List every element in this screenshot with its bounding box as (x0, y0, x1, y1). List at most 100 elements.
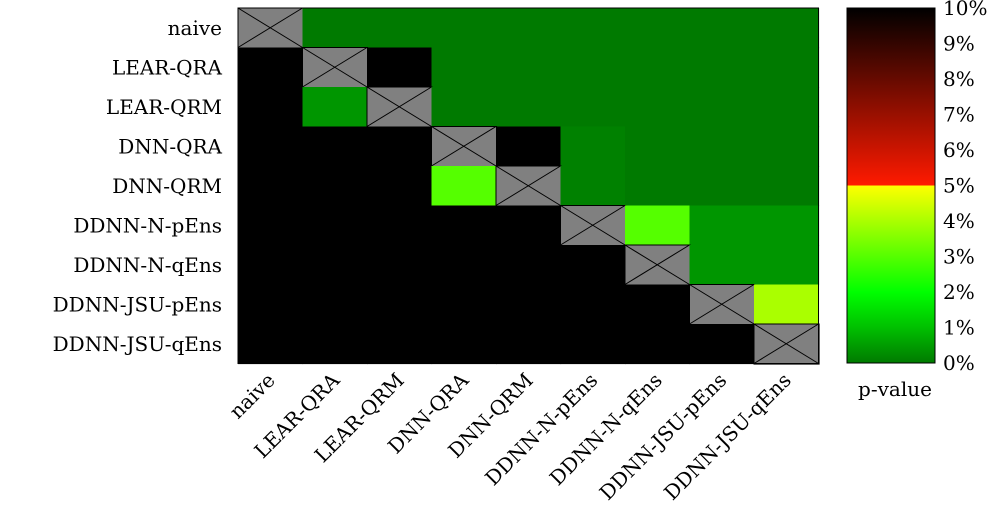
heatmap-cell (496, 126, 562, 167)
heatmap-cell (431, 47, 497, 88)
row-label: LEAR-QRA (112, 55, 223, 79)
row-labels: naive LEAR-QRA LEAR-QRM DNN-QRA DNN-QRM DDNN-… (53, 16, 223, 356)
heatmap-cell (238, 245, 304, 286)
colorbar-ticks: 0% 1% 2% 3% 4% 5% 6% 7% 8% 9% 10% (943, 0, 987, 375)
heatmap-cell (367, 126, 433, 167)
heatmap-cell (754, 245, 820, 286)
diagonal-cross-line (495, 165, 561, 206)
heatmap-cell (560, 324, 626, 365)
colorbar-tick-label: 1% (943, 316, 975, 340)
diagonal-cross-line (302, 47, 368, 88)
heatmap-cell (689, 126, 755, 167)
column-label: DDNN-N-qEns (545, 368, 667, 490)
heatmap-cell (238, 87, 304, 128)
heatmap-cell (625, 126, 691, 167)
heatmap-cell (689, 166, 755, 207)
heatmap-cell (560, 245, 626, 286)
heatmap-cell (754, 126, 820, 167)
heatmap-cell (302, 245, 368, 286)
colorbar-tick-label: 6% (943, 138, 975, 162)
heatmap-cell (431, 166, 497, 207)
colorbar-tick-label: 8% (943, 67, 975, 91)
row-label: DNN-QRA (118, 134, 222, 158)
heatmap-cells (237, 7, 820, 365)
heatmap-cell (560, 166, 626, 207)
heatmap-cell (367, 8, 433, 49)
heatmap-cell (431, 87, 497, 128)
heatmap-cell (625, 205, 691, 246)
heatmap-cell (560, 8, 626, 49)
diagonal-cross-line (366, 86, 432, 127)
heatmap-cell (238, 166, 304, 207)
heatmap-cell (367, 324, 433, 365)
heatmap-cell (496, 324, 562, 365)
heatmap-cell (302, 205, 368, 246)
row-label: LEAR-QRM (106, 95, 222, 119)
heatmap-cell (431, 245, 497, 286)
diagonal-cross-line (237, 7, 303, 48)
heatmap-cell (302, 166, 368, 207)
heatmap-cell (367, 166, 433, 207)
heatmap-cell (754, 47, 820, 88)
colorbar-title: p-value (858, 377, 932, 401)
colorbar-tick-label: 2% (943, 280, 975, 304)
heatmap-cell (754, 87, 820, 128)
heatmap-cell (431, 284, 497, 325)
heatmap-cell (625, 8, 691, 49)
heatmap-cell (302, 126, 368, 167)
heatmap-cell (689, 8, 755, 49)
heatmap-cell (560, 126, 626, 167)
heatmap-cell (367, 284, 433, 325)
heatmap-cell (302, 324, 368, 365)
heatmap-cell (367, 205, 433, 246)
heatmap-cell (238, 126, 304, 167)
heatmap-cell (689, 245, 755, 286)
colorbar-tick-label: 9% (943, 32, 975, 56)
row-label: DNN-QRM (112, 174, 222, 198)
colorbar-tick-label: 0% (943, 351, 975, 375)
diagonal-cross-line (431, 126, 497, 167)
column-label: naive (224, 368, 279, 423)
diagonal-cross-line (753, 323, 819, 364)
matrix-frame (237, 7, 819, 364)
heatmap-cell (689, 87, 755, 128)
column-label: DDNN-N-pEns (480, 368, 602, 490)
heatmap-cell (431, 8, 497, 49)
heatmap-cell (496, 47, 562, 88)
heatmap-cell (238, 205, 304, 246)
row-label: naive (168, 16, 222, 40)
heatmap-cell (302, 87, 368, 128)
heatmap-cell (625, 324, 691, 365)
heatmap-cell (689, 47, 755, 88)
heatmap-cell (625, 284, 691, 325)
heatmap-cell (754, 284, 820, 325)
colorbar-gradient (846, 7, 936, 364)
heatmap-cell (560, 47, 626, 88)
heatmap-cell (431, 324, 497, 365)
row-label: DDNN-JSU-pEns (53, 292, 222, 316)
diagonal-cross-line (689, 284, 755, 325)
heatmap-cell (431, 205, 497, 246)
heatmap-cell (238, 284, 304, 325)
heatmap-cell (496, 8, 562, 49)
heatmap-cell (238, 47, 304, 88)
heatmap-cell (754, 205, 820, 246)
heatmap-cell (496, 284, 562, 325)
heatmap-cell (689, 324, 755, 365)
diagonal-cross-line (560, 205, 626, 246)
diagonal-cross-line (624, 244, 690, 285)
heatmap-cell (302, 284, 368, 325)
colorbar-tick-label: 3% (943, 245, 975, 269)
heatmap-cell (560, 284, 626, 325)
heatmap-cell (689, 205, 755, 246)
heatmap-cell (496, 87, 562, 128)
heatmap-cell (496, 245, 562, 286)
heatmap-cell (625, 87, 691, 128)
heatmap-cell (625, 166, 691, 207)
row-label: DDNN-N-pEns (73, 213, 222, 237)
heatmap-cell (367, 245, 433, 286)
heatmap-cell (302, 8, 368, 49)
heatmap-cell (496, 205, 562, 246)
colorbar-tick-label: 4% (943, 209, 975, 233)
